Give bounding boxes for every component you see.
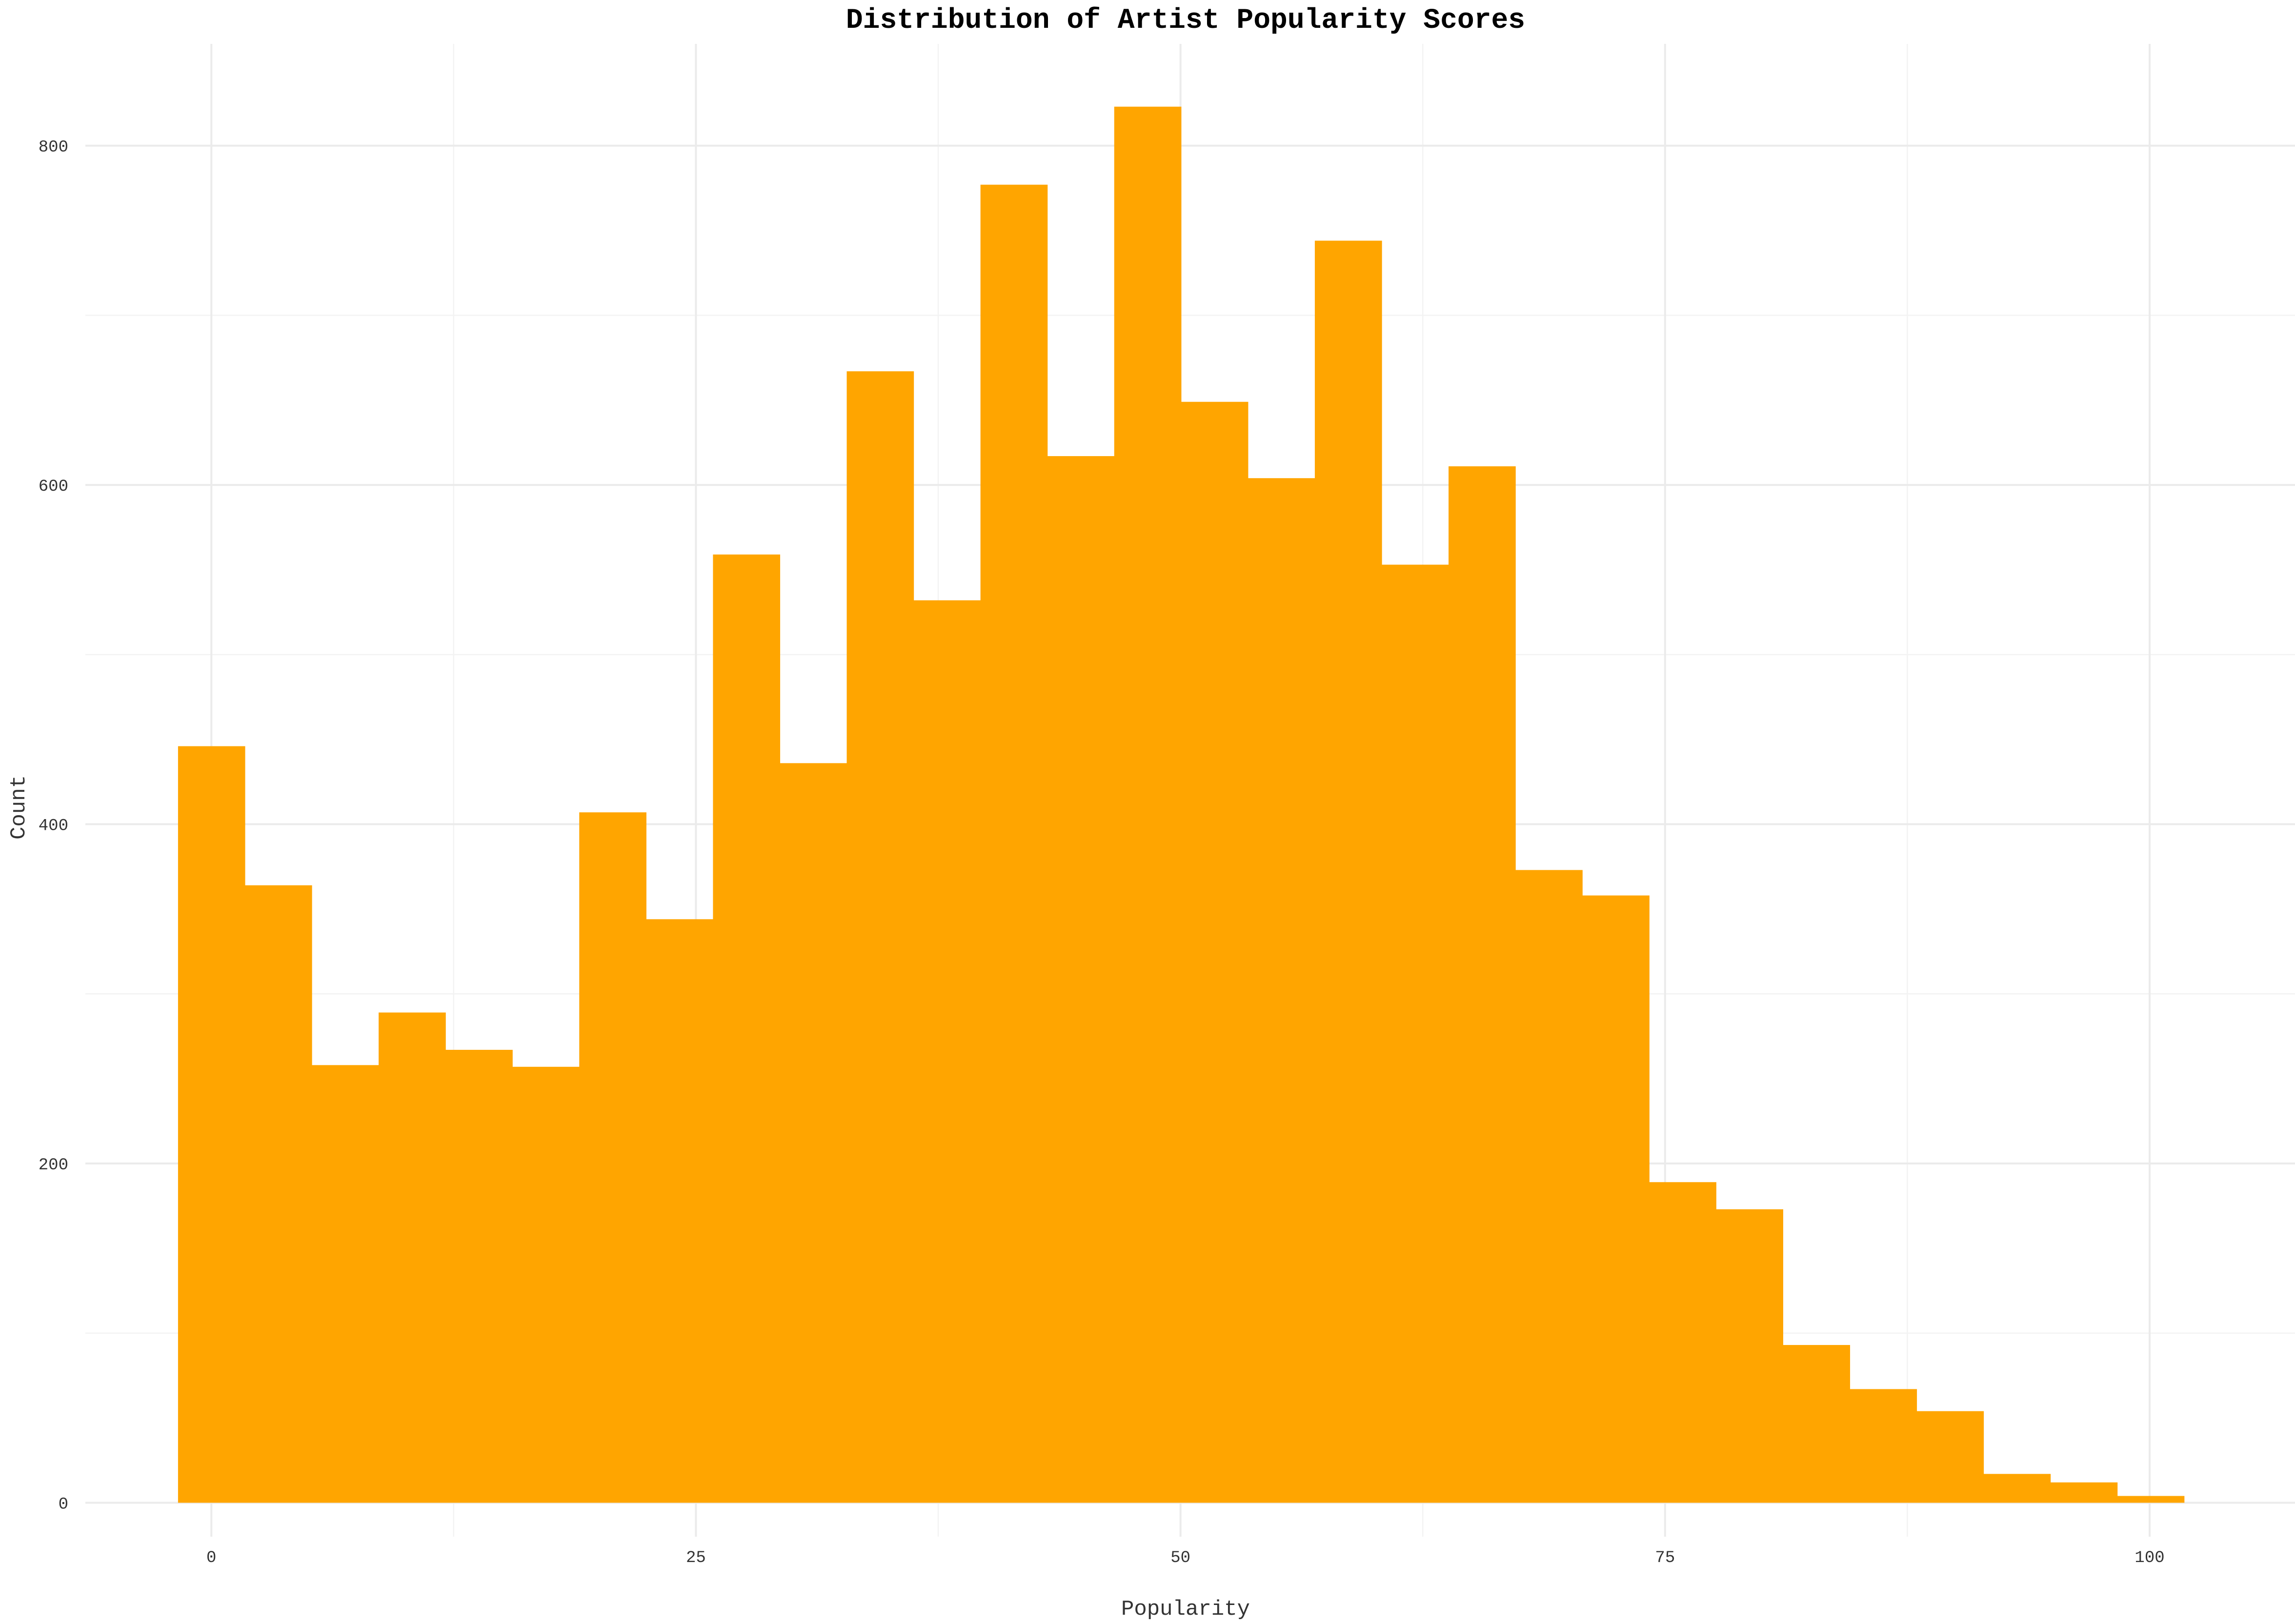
histogram-bar (646, 919, 713, 1503)
histogram-bar (579, 812, 646, 1503)
x-axis-title: Popularity (1121, 1597, 1250, 1622)
histogram-bar (1047, 456, 1115, 1503)
histogram-bar (512, 1066, 580, 1503)
histogram-bar (1449, 466, 1516, 1503)
x-tick-label: 0 (206, 1549, 216, 1567)
x-tick-label: 50 (1170, 1549, 1190, 1567)
histogram-bar (1716, 1209, 1783, 1503)
histogram-bar (1649, 1182, 1716, 1503)
histogram-bar (780, 763, 847, 1503)
histogram-bar (312, 1065, 379, 1503)
histogram-bar (445, 1050, 513, 1503)
histogram-bar (1783, 1345, 1851, 1503)
y-tick-label: 400 (39, 817, 68, 836)
histogram-bar (1515, 870, 1583, 1503)
histogram-bar (1850, 1389, 1917, 1503)
y-tick-label: 600 (39, 478, 68, 496)
histogram-bar (2117, 1496, 2185, 1503)
histogram-bars (178, 106, 2185, 1503)
x-axis-ticks: 0 25 50 75 100 (206, 1549, 2165, 1567)
y-tick-label: 800 (39, 139, 68, 157)
histogram-bar (1582, 895, 1650, 1503)
y-tick-label: 0 (59, 1495, 68, 1514)
x-tick-label: 100 (2134, 1549, 2164, 1567)
y-tick-label: 200 (39, 1156, 68, 1175)
histogram-bar (1248, 478, 1315, 1503)
histogram-bar (2050, 1482, 2118, 1503)
chart-title: Distribution of Artist Popularity Scores (846, 5, 1525, 37)
histogram-bar (913, 600, 981, 1503)
histogram-bar (178, 746, 245, 1503)
histogram-bar (1114, 106, 1182, 1503)
histogram-bar (379, 1012, 446, 1503)
histogram-bar (846, 371, 914, 1503)
x-tick-label: 75 (1655, 1549, 1675, 1567)
histogram-bar (1916, 1411, 1984, 1503)
x-tick-label: 25 (686, 1549, 706, 1567)
y-axis-title: Count (7, 775, 31, 840)
histogram-bar (980, 184, 1048, 1503)
histogram-bar (713, 554, 781, 1503)
y-axis-ticks: 0 200 400 600 800 (39, 139, 68, 1514)
histogram-bar (1382, 564, 1449, 1503)
histogram-bar (244, 885, 312, 1503)
histogram-bar (1181, 401, 1248, 1503)
histogram-bar (1983, 1474, 2051, 1503)
histogram-bar (1314, 241, 1382, 1503)
